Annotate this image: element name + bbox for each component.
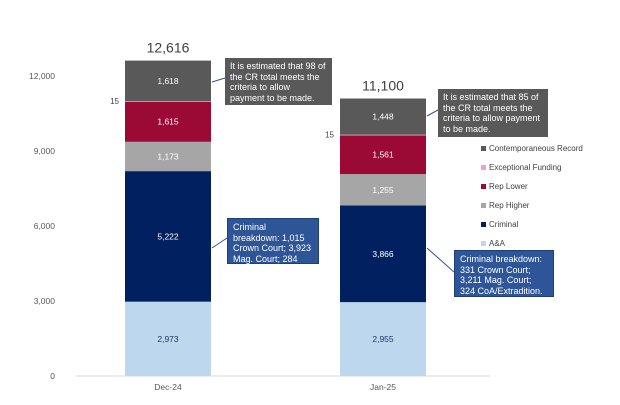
bar-segment <box>340 98 426 135</box>
y-tick-label: 9,000 <box>34 146 56 156</box>
annotation-criminal-dec: Criminal breakdown: 1,015 Crown Court; 3… <box>227 218 319 274</box>
bar-segment <box>340 174 426 206</box>
bar-segment <box>340 205 426 303</box>
data-label: 15 <box>325 131 334 140</box>
annotation-criminal-jan: Criminal breakdown: 331 Crown Court; 3,2… <box>454 250 554 297</box>
data-label: 1,448 <box>372 112 394 122</box>
legend-swatch <box>481 146 486 151</box>
labels: 2,973 5,222 1,173 1,615 15 1,618 12,616 2,955 3,… <box>110 40 404 344</box>
y-tick-label: 12,000 <box>29 71 55 81</box>
bar-segment <box>125 101 211 102</box>
total-label: 12,616 <box>147 40 190 56</box>
legend: Contemporaneous Record Exceptional Fundin… <box>481 144 583 248</box>
legend-label: Contemporaneous Record <box>489 144 583 153</box>
legend-label: Exceptional Funding <box>489 163 562 172</box>
data-label: 1,561 <box>372 150 394 160</box>
connector-line <box>211 237 228 249</box>
bar-segment <box>125 171 211 302</box>
y-tick-label: 0 <box>50 371 55 381</box>
legend-swatch <box>481 241 486 246</box>
bar-segment <box>125 141 211 172</box>
bar-segment <box>340 302 426 376</box>
data-label: 1,173 <box>157 151 179 161</box>
bar-segment <box>340 134 426 136</box>
annotation-cr-jan: It is estimated that 85 of the CR total … <box>438 89 548 137</box>
legend-label: A&A <box>489 239 506 248</box>
connector-line <box>426 109 439 117</box>
data-label: 15 <box>110 97 119 106</box>
bar-segment <box>340 135 426 175</box>
y-tick-label: 3,000 <box>34 296 56 306</box>
total-label: 11,100 <box>362 78 404 94</box>
legend-swatch <box>481 203 486 208</box>
bars <box>125 60 426 376</box>
legend-label: Rep Lower <box>489 182 528 191</box>
legend-swatch <box>481 184 486 189</box>
data-label: 1,618 <box>157 76 179 86</box>
legend-swatch <box>481 165 486 170</box>
bar-segment <box>125 301 211 376</box>
legend-label: Criminal <box>489 220 519 229</box>
connector-line <box>211 77 226 83</box>
annotation-cr-dec: It is estimated that 98 of the CR total … <box>225 58 332 105</box>
data-label: 2,955 <box>372 334 394 344</box>
data-label: 5,222 <box>157 231 179 241</box>
bar-segment <box>125 60 211 102</box>
legend-swatch <box>481 222 486 227</box>
data-label: 3,866 <box>372 249 394 259</box>
annotation-connectors <box>211 77 455 273</box>
data-label: 2,973 <box>157 334 179 344</box>
y-tick-label: 6,000 <box>34 221 56 231</box>
data-label: 1,255 <box>372 185 394 195</box>
data-label: 1,615 <box>157 117 179 127</box>
x-tick-label: Jan-25 <box>370 382 396 392</box>
connector-line <box>426 247 455 273</box>
legend-label: Rep Higher <box>489 201 530 210</box>
x-tick-label: Dec-24 <box>154 382 182 392</box>
bar-segment <box>125 101 211 142</box>
